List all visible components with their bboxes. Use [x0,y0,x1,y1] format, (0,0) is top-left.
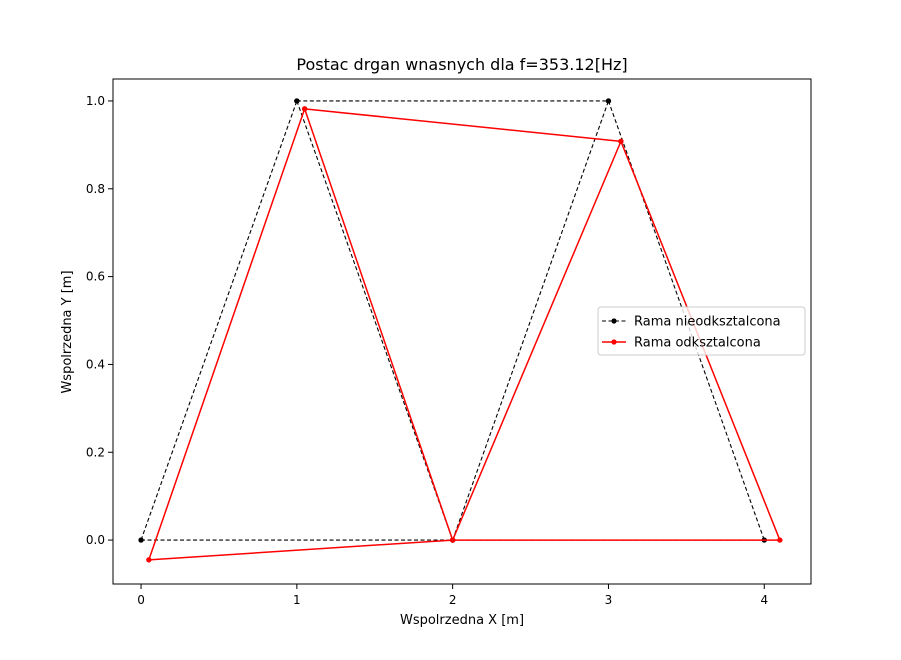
x-axis-ticks: 0 1 2 3 4 [137,584,768,607]
data-point [138,537,144,543]
series-segment [304,108,621,143]
y-tick-label: 1.0 [86,94,105,108]
y-tick-label: 0.6 [86,270,105,284]
chart-title: Postac drgan wnasnych dla f=353.12[Hz] [296,55,627,74]
y-tick-label: 0.4 [86,357,105,371]
x-tick-label: 2 [449,593,457,607]
series-segment [148,108,306,561]
series-segment [451,141,622,541]
data-point [450,537,456,543]
data-point [302,106,308,112]
x-tick-label: 1 [293,593,301,607]
legend-label: Rama nieodksztalcona [634,315,781,330]
data-point [618,138,624,144]
y-tick-label: 0.0 [86,533,105,547]
x-tick-label: 3 [605,593,613,607]
y-tick-label: 0.2 [86,445,105,459]
legend: Rama nieodksztalcona Rama odksztalcona [597,306,806,356]
data-point [294,98,300,104]
series-segment [303,108,454,541]
legend-box [597,306,806,356]
x-tick-label: 4 [760,593,768,607]
plot-area [138,98,783,563]
data-point [146,557,152,563]
legend-marker [611,339,617,345]
axes-frame [112,78,812,585]
legend-marker [611,318,617,324]
series-segment [148,539,453,561]
x-axis-label: Wspolrzedna X [m] [400,613,524,628]
legend-label: Rama odksztalcona [634,336,761,351]
series-deformed [146,106,783,563]
data-point [605,98,612,104]
y-axis-label: Wspolrzedna Y [m] [60,270,75,393]
x-tick-label: 0 [137,593,145,607]
y-tick-label: 0.8 [86,182,105,196]
y-axis-ticks: 0.0 0.2 0.4 0.6 0.8 1.0 [86,94,113,547]
data-point [777,537,783,543]
